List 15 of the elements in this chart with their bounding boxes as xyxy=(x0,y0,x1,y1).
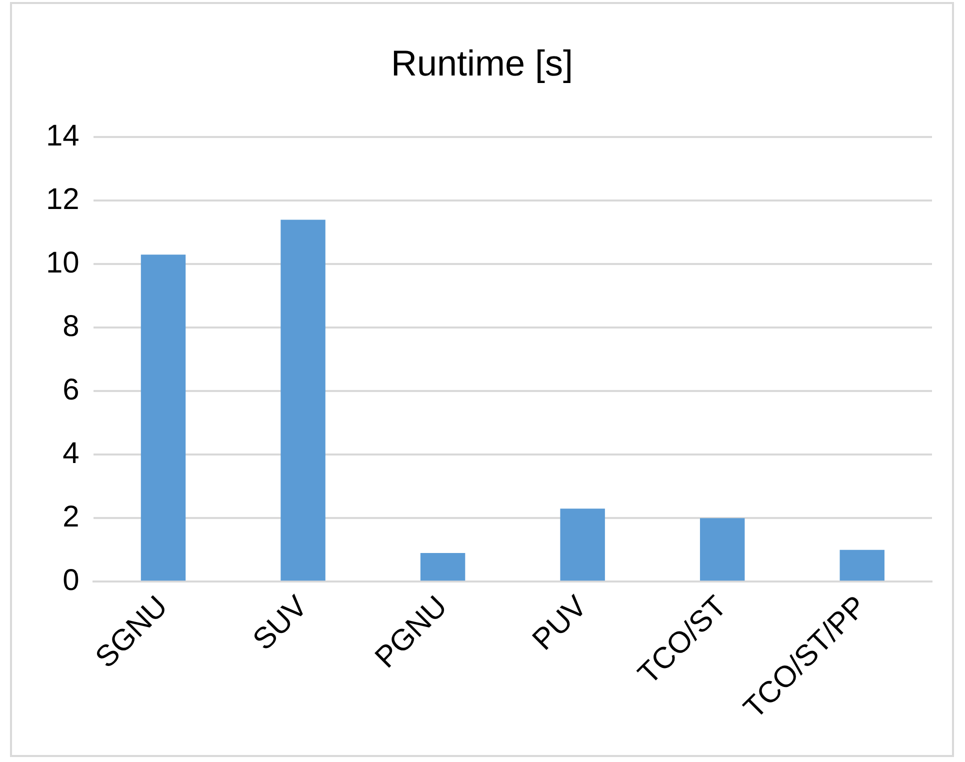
y-tick-label: 8 xyxy=(62,310,80,343)
y-tick-label: 0 xyxy=(62,564,80,597)
y-tick-label: 12 xyxy=(46,182,80,216)
chart-title: Runtime [s] xyxy=(390,42,574,84)
y-tick-label: 4 xyxy=(62,436,80,470)
y-tick-label: 10 xyxy=(46,246,80,280)
bar xyxy=(560,508,605,581)
bar xyxy=(420,553,466,581)
bar xyxy=(140,254,186,581)
bar xyxy=(840,550,884,581)
bar xyxy=(280,220,326,581)
y-tick-label: 2 xyxy=(62,500,80,534)
y-tick-label: 6 xyxy=(62,373,80,406)
y-tick-label: 14 xyxy=(46,119,80,152)
bar xyxy=(700,518,745,581)
